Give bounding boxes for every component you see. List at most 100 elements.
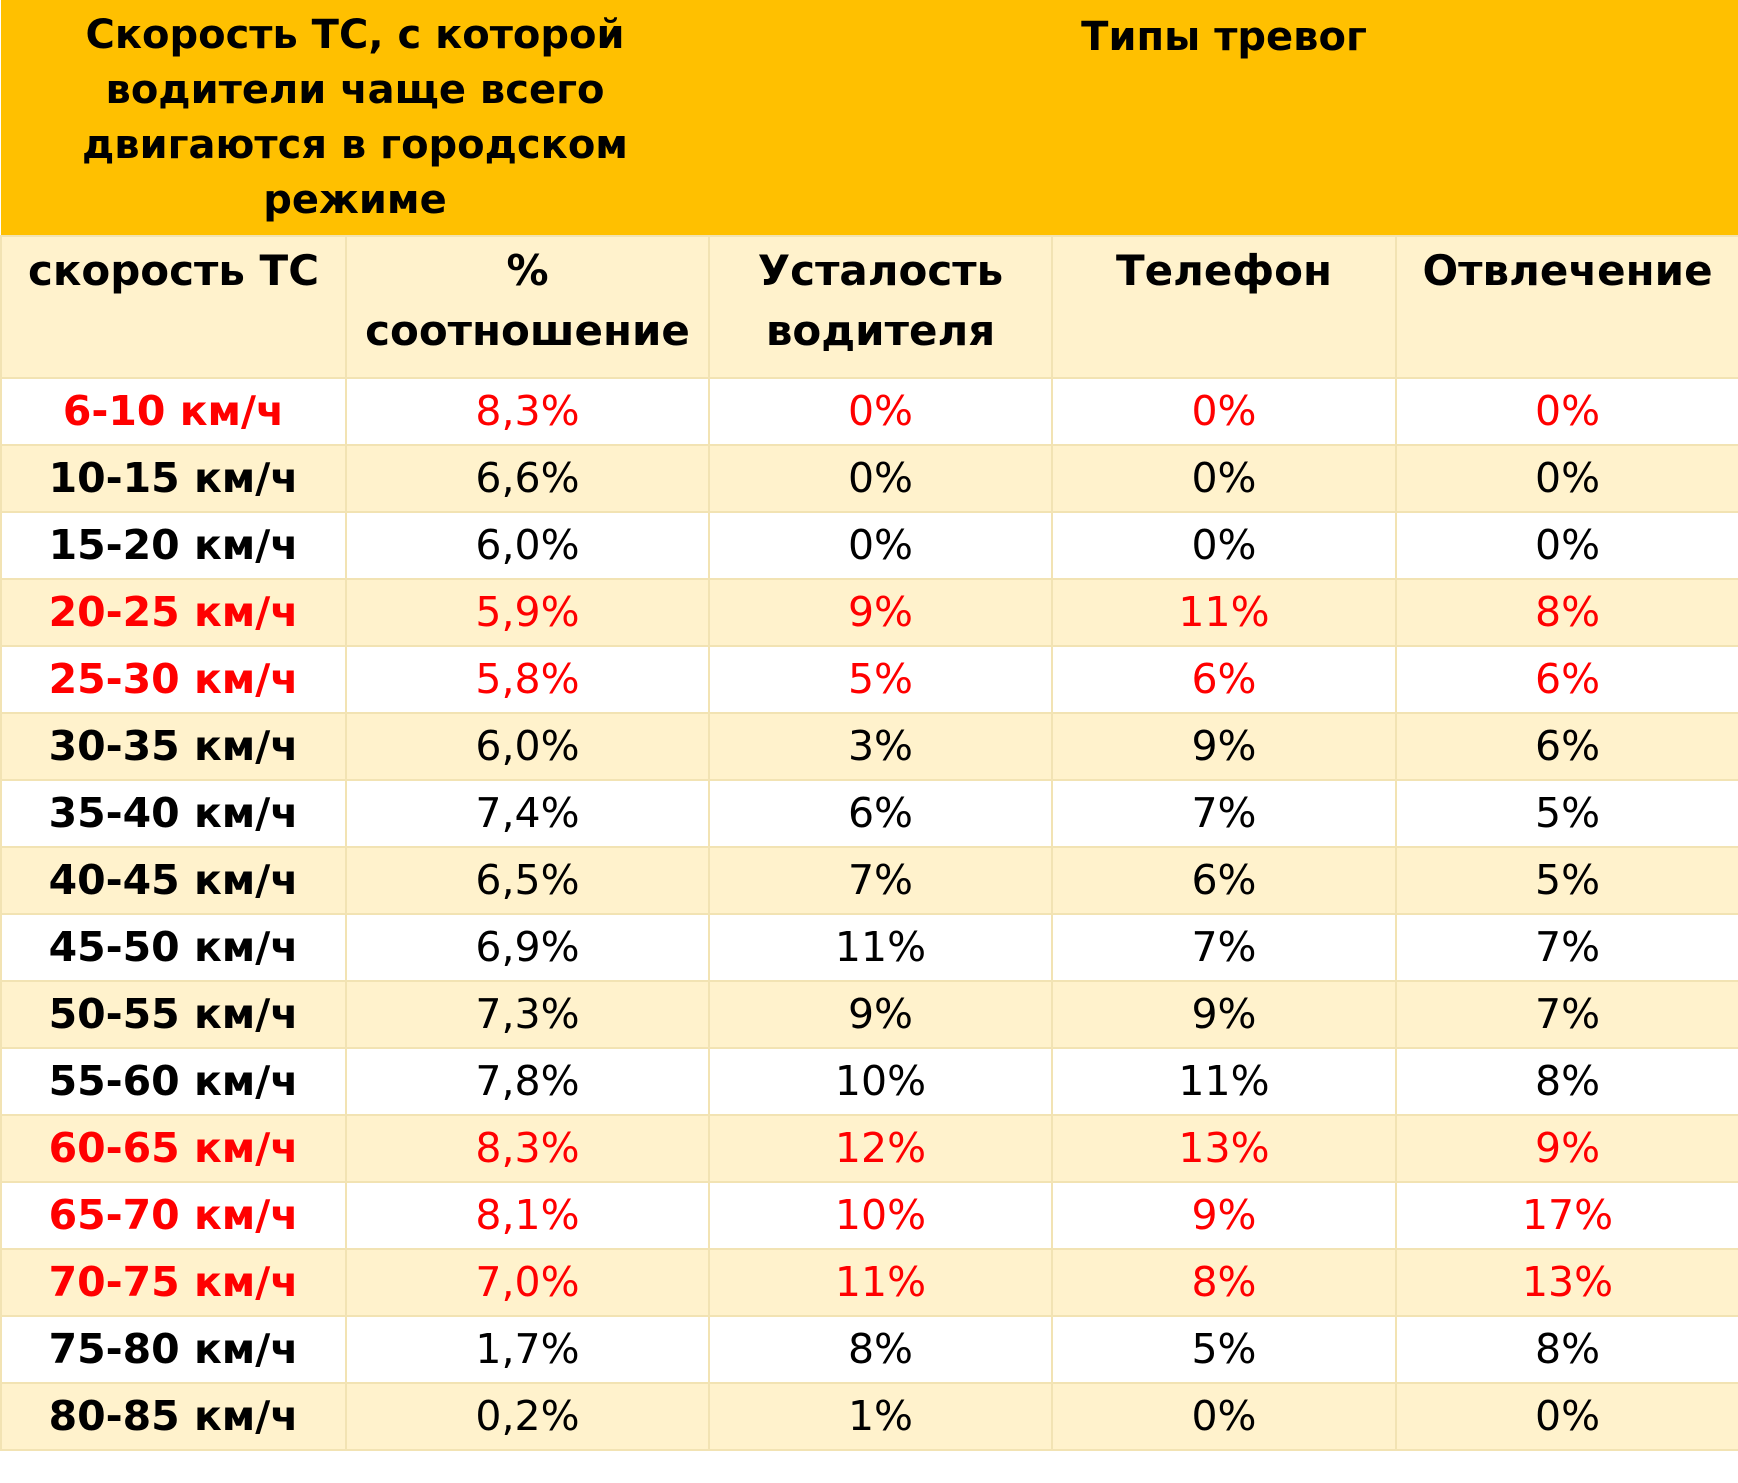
distraction-cell: 6%	[1394, 645, 1738, 714]
phone-cell: 0%	[1051, 377, 1397, 446]
speed-cell: 70-75 км/ч	[0, 1248, 347, 1317]
distraction-cell: 9%	[1394, 1114, 1738, 1183]
speed-cell: 45-50 км/ч	[0, 913, 347, 982]
table-row: 20-25 км/ч 5,9% 9% 11% 8%	[0, 578, 1738, 647]
table-body: 6-10 км/ч 8,3% 0% 0% 0% 10-15 км/ч 6,6% 0% 0% 0% 1…	[0, 377, 1738, 1451]
phone-cell: 6%	[1051, 846, 1397, 915]
table-row: 80-85 км/ч 0,2% 1% 0% 0%	[0, 1382, 1738, 1451]
fatigue-cell: 0%	[708, 444, 1053, 513]
table-row: 70-75 км/ч 7,0% 11% 8% 13%	[0, 1248, 1738, 1317]
share-cell: 6,0%	[345, 511, 710, 580]
table-row: 50-55 км/ч 7,3% 9% 9% 7%	[0, 980, 1738, 1049]
table-row: 10-15 км/ч 6,6% 0% 0% 0%	[0, 444, 1738, 513]
phone-cell: 9%	[1051, 712, 1397, 781]
phone-cell: 13%	[1051, 1114, 1397, 1183]
share-cell: 8,3%	[345, 377, 710, 446]
table-row: 55-60 км/ч 7,8% 10% 11% 8%	[0, 1047, 1738, 1116]
speed-cell: 55-60 км/ч	[0, 1047, 347, 1116]
speed-cell: 80-85 км/ч	[0, 1382, 347, 1451]
table-row: 35-40 км/ч 7,4% 6% 7% 5%	[0, 779, 1738, 848]
phone-cell: 11%	[1051, 578, 1397, 647]
fatigue-cell: 10%	[708, 1181, 1053, 1250]
distraction-cell: 7%	[1394, 913, 1738, 982]
distraction-cell: 5%	[1394, 779, 1738, 848]
fatigue-cell: 9%	[708, 578, 1053, 647]
speed-cell: 75-80 км/ч	[0, 1315, 347, 1384]
share-cell: 8,1%	[345, 1181, 710, 1250]
distraction-cell: 0%	[1394, 444, 1738, 513]
speed-cell: 6-10 км/ч	[0, 377, 347, 446]
share-cell: 6,6%	[345, 444, 710, 513]
fatigue-cell: 7%	[708, 846, 1053, 915]
speed-cell: 65-70 км/ч	[0, 1181, 347, 1250]
speed-cell: 50-55 км/ч	[0, 980, 347, 1049]
fatigue-cell: 12%	[708, 1114, 1053, 1183]
col-header-speed: скорость ТС	[0, 235, 347, 379]
table-row: 75-80 км/ч 1,7% 8% 5% 8%	[0, 1315, 1738, 1384]
share-cell: 7,4%	[345, 779, 710, 848]
table-row: 60-65 км/ч 8,3% 12% 13% 9%	[0, 1114, 1738, 1183]
alert-speed-table: Скорость ТС, с которой водители чаще все…	[0, 0, 1738, 1451]
share-cell: 6,0%	[345, 712, 710, 781]
alert-types-title: Типы тревог	[709, 0, 1738, 236]
speed-cell: 40-45 км/ч	[0, 846, 347, 915]
distraction-cell: 0%	[1394, 511, 1738, 580]
distraction-cell: 7%	[1394, 980, 1738, 1049]
distraction-cell: 8%	[1394, 578, 1738, 647]
table-row: 45-50 км/ч 6,9% 11% 7% 7%	[0, 913, 1738, 982]
distraction-cell: 0%	[1394, 1382, 1738, 1451]
share-cell: 1,7%	[345, 1315, 710, 1384]
fatigue-cell: 5%	[708, 645, 1053, 714]
fatigue-cell: 8%	[708, 1315, 1053, 1384]
col-header-distraction: Отвлечение	[1394, 235, 1738, 379]
phone-cell: 6%	[1051, 645, 1397, 714]
fatigue-cell: 11%	[708, 1248, 1053, 1317]
col-header-fatigue: Усталость водителя	[708, 235, 1053, 379]
table-row: 30-35 км/ч 6,0% 3% 9% 6%	[0, 712, 1738, 781]
share-cell: 6,9%	[345, 913, 710, 982]
phone-cell: 7%	[1051, 913, 1397, 982]
speed-cell: 25-30 км/ч	[0, 645, 347, 714]
speed-cell: 30-35 км/ч	[0, 712, 347, 781]
phone-cell: 0%	[1051, 444, 1397, 513]
phone-cell: 9%	[1051, 980, 1397, 1049]
share-cell: 8,3%	[345, 1114, 710, 1183]
table-row: 65-70 км/ч 8,1% 10% 9% 17%	[0, 1181, 1738, 1250]
table-row: 15-20 км/ч 6,0% 0% 0% 0%	[0, 511, 1738, 580]
phone-cell: 0%	[1051, 1382, 1397, 1451]
fatigue-cell: 6%	[708, 779, 1053, 848]
distraction-cell: 17%	[1394, 1181, 1738, 1250]
fatigue-cell: 3%	[708, 712, 1053, 781]
share-cell: 7,0%	[345, 1248, 710, 1317]
share-cell: 6,5%	[345, 846, 710, 915]
distraction-cell: 6%	[1394, 712, 1738, 781]
fatigue-cell: 10%	[708, 1047, 1053, 1116]
table-row: 6-10 км/ч 8,3% 0% 0% 0%	[0, 377, 1738, 446]
phone-cell: 11%	[1051, 1047, 1397, 1116]
share-cell: 7,8%	[345, 1047, 710, 1116]
distraction-cell: 8%	[1394, 1047, 1738, 1116]
table-row: 40-45 км/ч 6,5% 7% 6% 5%	[0, 846, 1738, 915]
speed-cell: 10-15 км/ч	[0, 444, 347, 513]
speed-cell: 15-20 км/ч	[0, 511, 347, 580]
distraction-cell: 5%	[1394, 846, 1738, 915]
col-header-share: % соотношение	[345, 235, 710, 379]
fatigue-cell: 0%	[708, 511, 1053, 580]
fatigue-cell: 11%	[708, 913, 1053, 982]
fatigue-cell: 0%	[708, 377, 1053, 446]
speed-cell: 60-65 км/ч	[0, 1114, 347, 1183]
distraction-cell: 8%	[1394, 1315, 1738, 1384]
share-cell: 5,9%	[345, 578, 710, 647]
distraction-cell: 13%	[1394, 1248, 1738, 1317]
phone-cell: 8%	[1051, 1248, 1397, 1317]
table-row: 25-30 км/ч 5,8% 5% 6% 6%	[0, 645, 1738, 714]
phone-cell: 9%	[1051, 1181, 1397, 1250]
phone-cell: 7%	[1051, 779, 1397, 848]
share-cell: 5,8%	[345, 645, 710, 714]
title-row: Скорость ТС, с которой водители чаще все…	[1, 0, 1738, 236]
share-cell: 0,2%	[345, 1382, 710, 1451]
speed-cell: 20-25 км/ч	[0, 578, 347, 647]
col-header-phone: Телефон	[1051, 235, 1397, 379]
phone-cell: 0%	[1051, 511, 1397, 580]
